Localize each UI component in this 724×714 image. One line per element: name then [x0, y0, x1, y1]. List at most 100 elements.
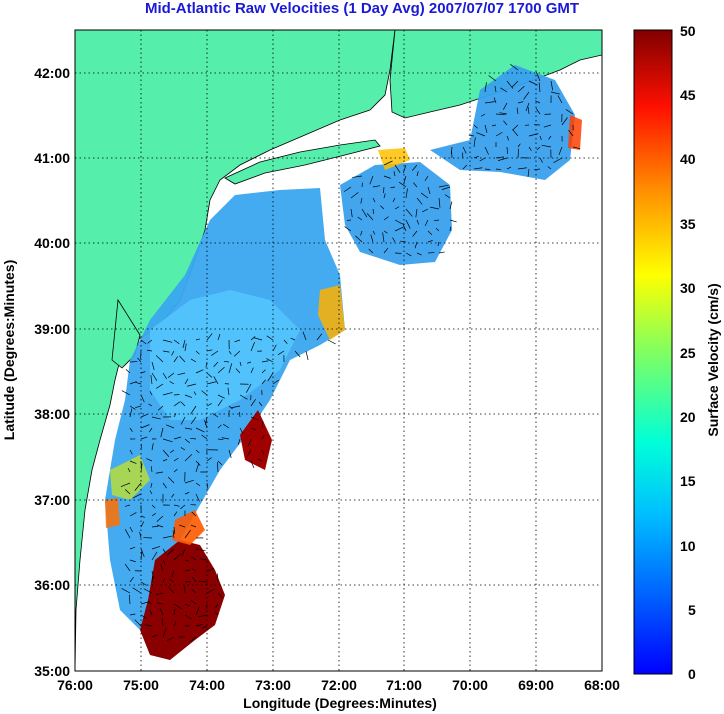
velocity-arrow: [572, 146, 581, 150]
velocity-arrow: [261, 360, 269, 363]
velocity-arrow: [143, 588, 153, 594]
velocity-arrow: [180, 401, 186, 407]
velocity-arrow: [162, 535, 173, 539]
velocity-arrow: [250, 399, 256, 407]
velocity-arrow: [166, 548, 175, 556]
velocity-arrow: [162, 350, 170, 353]
velocity-arrow: [250, 367, 254, 374]
velocity-arrow: [528, 133, 539, 137]
velocity-arrow: [250, 460, 255, 469]
velocity-arrow: [173, 436, 182, 440]
velocity-arrow: [558, 146, 563, 155]
velocity-arrow: [233, 350, 241, 357]
velocity-arrow: [237, 438, 241, 445]
velocity-arrow: [124, 529, 131, 539]
velocity-arrow: [222, 423, 230, 429]
velocity-arrow: [155, 355, 164, 363]
velocity-arrow: [151, 546, 161, 550]
velocity-arrow: [149, 427, 153, 433]
velocity-arrow: [204, 419, 208, 429]
velocity-arrow: [506, 166, 512, 170]
velocity-arrow: [228, 363, 233, 374]
velocity-arrow: [151, 361, 155, 370]
velocity-arrow: [184, 569, 190, 572]
velocity-arrow: [493, 97, 497, 104]
velocity-arrow: [527, 106, 530, 115]
velocity-arrow: [201, 434, 208, 440]
velocity-arrow: [217, 462, 219, 473]
velocity-arrow: [186, 383, 197, 387]
velocity-arrow: [173, 504, 180, 507]
velocity-arrow: [553, 157, 563, 164]
velocity-arrow: [261, 421, 264, 429]
velocity-arrow: [536, 146, 541, 151]
velocity-arrow: [184, 529, 191, 539]
velocity-arrow: [149, 609, 153, 616]
velocity-arrow: [162, 628, 167, 638]
velocity-arrow: [217, 366, 225, 374]
velocity-arrow: [173, 603, 183, 610]
colorbar-tick: 35: [680, 216, 696, 232]
velocity-arrow: [506, 135, 510, 141]
hot-spot-south: [140, 540, 225, 660]
velocity-arrow: [372, 197, 376, 203]
velocity-arrow: [444, 194, 451, 199]
velocity-arrow: [372, 185, 381, 188]
lon-tick: 75:00: [123, 677, 159, 693]
velocity-arrow: [327, 339, 336, 345]
velocity-arrow: [438, 197, 441, 208]
velocity-arrow: [368, 248, 374, 254]
long-island: [224, 139, 381, 185]
velocity-arrow: [495, 168, 502, 170]
velocity-arrow: [369, 175, 374, 185]
velocity-arrow: [499, 112, 508, 115]
velocity-arrow: [502, 102, 508, 110]
lon-tick: 73:00: [255, 677, 291, 693]
velocity-arrow: [550, 91, 560, 95]
velocity-arrow: [161, 617, 164, 627]
velocity-arrow: [173, 511, 178, 517]
velocity-arrow: [129, 546, 136, 550]
velocity-arrow: [129, 576, 134, 583]
velocity-arrow: [140, 550, 143, 561]
velocity-arrow: [182, 339, 186, 349]
velocity-arrow: [449, 219, 457, 223]
velocity-arrow: [484, 124, 488, 133]
colorbar-ticks: 50 45 40 35 30 25 20 15 10 5 0: [680, 23, 696, 682]
velocity-field-mid: [150, 290, 300, 420]
velocity-arrow: [127, 467, 131, 473]
velocity-arrow: [250, 342, 255, 352]
velocity-arrow: [266, 335, 274, 341]
lat-tick: 39:00: [34, 321, 70, 337]
velocity-arrow: [361, 208, 368, 218]
lat-tick: 42:00: [34, 65, 70, 81]
velocity-arrow: [173, 457, 179, 462]
velocity-field-north: [340, 162, 452, 265]
velocity-arrow: [217, 438, 224, 441]
velocity-arrow: [394, 164, 401, 173]
velocity-arrow: [239, 427, 243, 434]
velocity-arrow: [206, 589, 215, 594]
velocity-arrow: [476, 132, 486, 137]
velocity-arrow: [162, 339, 173, 343]
velocity-vectors: [120, 64, 581, 643]
velocity-arrow: [149, 391, 153, 396]
velocity-arrow: [189, 636, 197, 643]
velocity-arrow: [129, 449, 133, 455]
velocity-arrow: [151, 513, 157, 517]
velocity-arrow: [433, 219, 440, 222]
velocity-arrow: [495, 132, 503, 137]
velocity-arrow: [171, 493, 175, 498]
velocity-arrow: [484, 168, 491, 171]
hot-spot-south-edge: [172, 510, 205, 545]
velocity-arrow: [173, 553, 182, 561]
velocity-arrow: [206, 403, 212, 407]
velocity-arrow: [151, 634, 158, 638]
velocity-arrow: [438, 184, 449, 188]
lon-tick: 71:00: [386, 677, 422, 693]
velocity-arrow: [411, 164, 418, 171]
lat-tick: 37:00: [34, 492, 70, 508]
velocity-arrow: [479, 157, 486, 162]
velocity-arrow: [121, 390, 131, 396]
